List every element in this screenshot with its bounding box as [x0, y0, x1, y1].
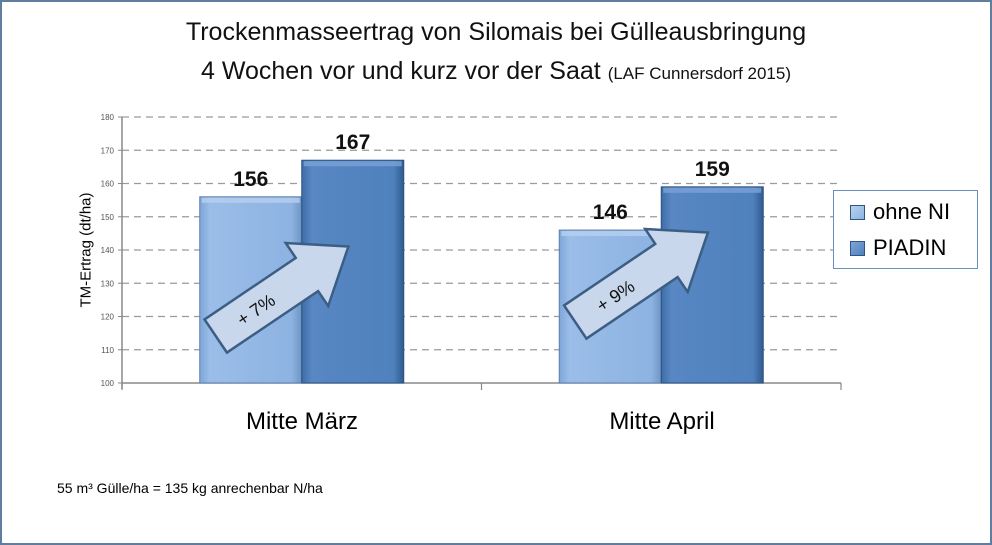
data-label: 156	[233, 168, 268, 191]
footnote: 55 m³ Gülle/ha = 135 kg anrechenbar N/ha	[57, 480, 323, 496]
data-label: 167	[335, 131, 370, 154]
y-tick-label: 130	[101, 279, 115, 288]
bar-bevel	[201, 197, 300, 203]
bar-piadin	[660, 186, 764, 384]
chart-title-line2-text: 4 Wochen vor und kurz vor der Saat	[200, 57, 601, 85]
x-category-label: Mitte April	[609, 408, 715, 435]
legend-item-piadin: PIADIN	[850, 235, 946, 261]
legend-item-ohne-ni: ohne NI	[850, 199, 950, 225]
legend: ohne NI PIADIN	[833, 190, 978, 269]
legend-swatch-icon	[850, 204, 865, 220]
y-tick-label: 110	[101, 346, 114, 355]
bar-bevel	[663, 187, 762, 193]
growth-arrow-icon	[202, 241, 351, 355]
data-label: 159	[695, 158, 730, 181]
legend-swatch-icon	[850, 240, 865, 256]
chart-source: (LAF Cunnersdorf 2015)	[607, 64, 792, 83]
y-tick-label: 160	[101, 180, 115, 189]
legend-label: PIADIN	[873, 235, 947, 260]
data-label: 146	[593, 201, 628, 224]
bar-bevel	[303, 161, 402, 167]
chart-title-line1: Trockenmasseertrag von Silomais bei Güll…	[185, 18, 807, 46]
y-tick-label: 150	[101, 213, 115, 222]
y-tick-label: 180	[101, 113, 115, 122]
bar-bevel	[561, 231, 660, 237]
chart-title-line2: 4 Wochen vor und kurz vor der Saat (LAF …	[0, 57, 992, 86]
y-tick-label: 100	[101, 379, 115, 388]
growth-arrow-icon	[562, 227, 710, 341]
y-tick-label: 140	[101, 246, 115, 255]
y-tick-label: 170	[101, 146, 115, 155]
legend-label: ohne NI	[873, 199, 951, 224]
x-category-label: Mitte März	[245, 408, 358, 435]
y-tick-label: 120	[101, 313, 115, 322]
